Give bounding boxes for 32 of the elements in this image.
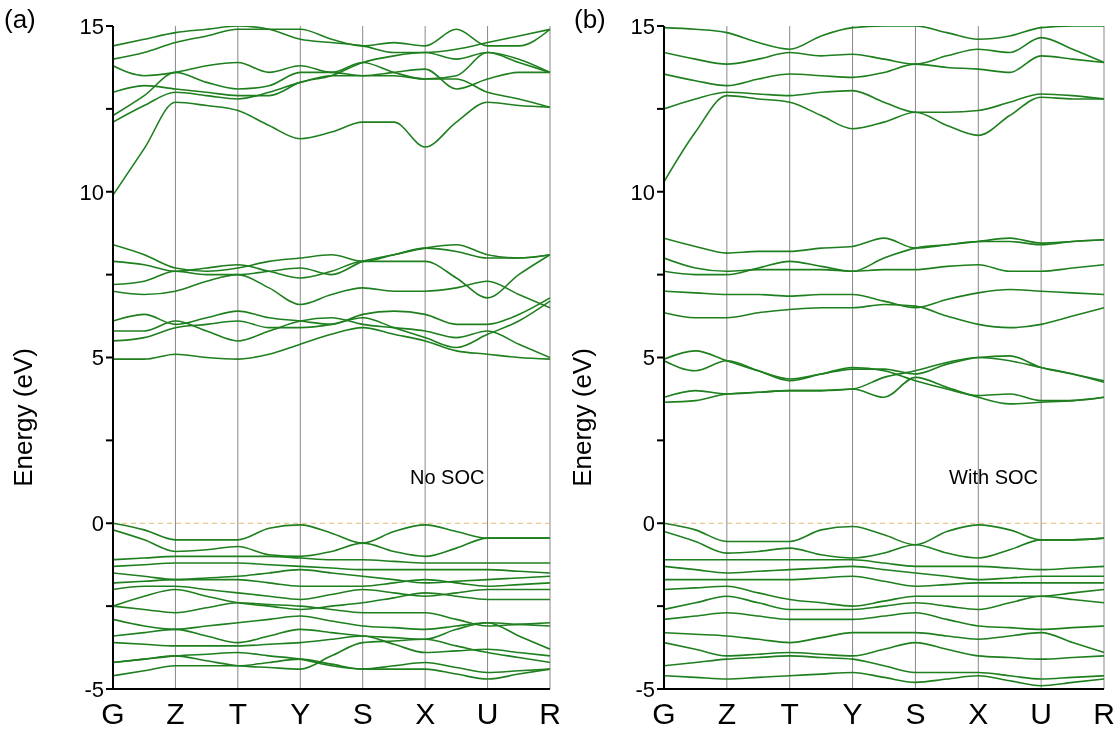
y-tick-label: 0 [91, 511, 104, 537]
x-tick-label: X [968, 697, 989, 731]
x-tick-label: Z [166, 697, 185, 731]
y-tick-label: 5 [91, 345, 104, 371]
x-tick-label: G [652, 697, 676, 731]
y-tick-label: -5 [84, 676, 104, 702]
annotation: With SOC [949, 466, 1038, 490]
x-tick-label: G [101, 697, 125, 731]
y-tick-label: 10 [79, 179, 104, 205]
y-tick-label: -5 [635, 676, 655, 702]
x-tick-label: S [352, 697, 373, 731]
y-tick-label: 0 [642, 511, 655, 537]
x-tick-label: T [780, 697, 799, 731]
x-tick-label: U [1030, 697, 1052, 731]
x-tick-label: R [1093, 697, 1115, 731]
y-axis-title: Energy (eV) [8, 348, 39, 487]
x-tick-label: Y [290, 697, 311, 731]
x-tick-label: Z [717, 697, 737, 731]
annotation: No SOC [409, 466, 485, 490]
y-tick-label: 15 [79, 13, 104, 39]
chart-title: (b) [574, 4, 606, 35]
x-tick-label: S [905, 697, 926, 731]
x-tick-label: X [415, 697, 436, 731]
x-tick-label: R [539, 697, 561, 731]
y-tick-label: 5 [642, 345, 655, 371]
y-tick-label: 10 [630, 179, 655, 205]
x-tick-label: T [228, 697, 248, 731]
y-tick-label: 15 [630, 13, 655, 39]
y-axis-title: Energy (eV) [567, 348, 598, 487]
chart-title: (a) [4, 4, 36, 35]
x-tick-label: Y [842, 697, 863, 731]
x-tick-label: U [476, 697, 499, 731]
